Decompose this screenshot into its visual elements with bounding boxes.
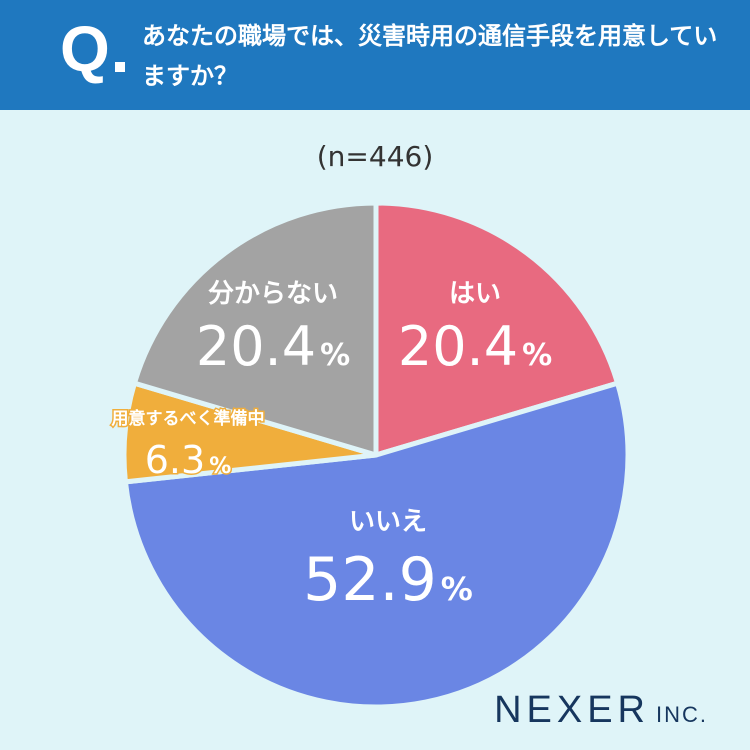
question-text: あなたの職場では、災害時用の通信手段を用意していますか？ xyxy=(142,22,718,90)
slice-value-4: 20.4% xyxy=(196,315,350,378)
pie-slice-1 xyxy=(373,200,621,458)
pie-slice-2 xyxy=(122,380,631,710)
q-dot xyxy=(115,62,125,72)
slice-value-1: 20.4% xyxy=(398,315,552,378)
slice-label-2: いいえ xyxy=(349,507,427,537)
slice-label-4: 分からない xyxy=(208,279,338,309)
slice-value-3: 6.3% xyxy=(145,438,231,482)
question-header: Q あなたの職場では、災害時用の通信手段を用意していますか？ xyxy=(0,0,750,110)
slice-value-2: 52.9% xyxy=(303,545,473,615)
brand-name: NEXER xyxy=(494,689,650,731)
brand-suffix: INC. xyxy=(656,702,708,727)
brand-logo: NEXER INC. xyxy=(494,689,708,732)
slice-label-3: 用意するべく準備中 xyxy=(112,408,265,429)
pie-slice-4 xyxy=(131,200,379,458)
sample-size: (n=446) xyxy=(316,140,434,173)
q-mark: Q xyxy=(60,13,110,85)
slice-label-1: はい xyxy=(449,279,501,309)
